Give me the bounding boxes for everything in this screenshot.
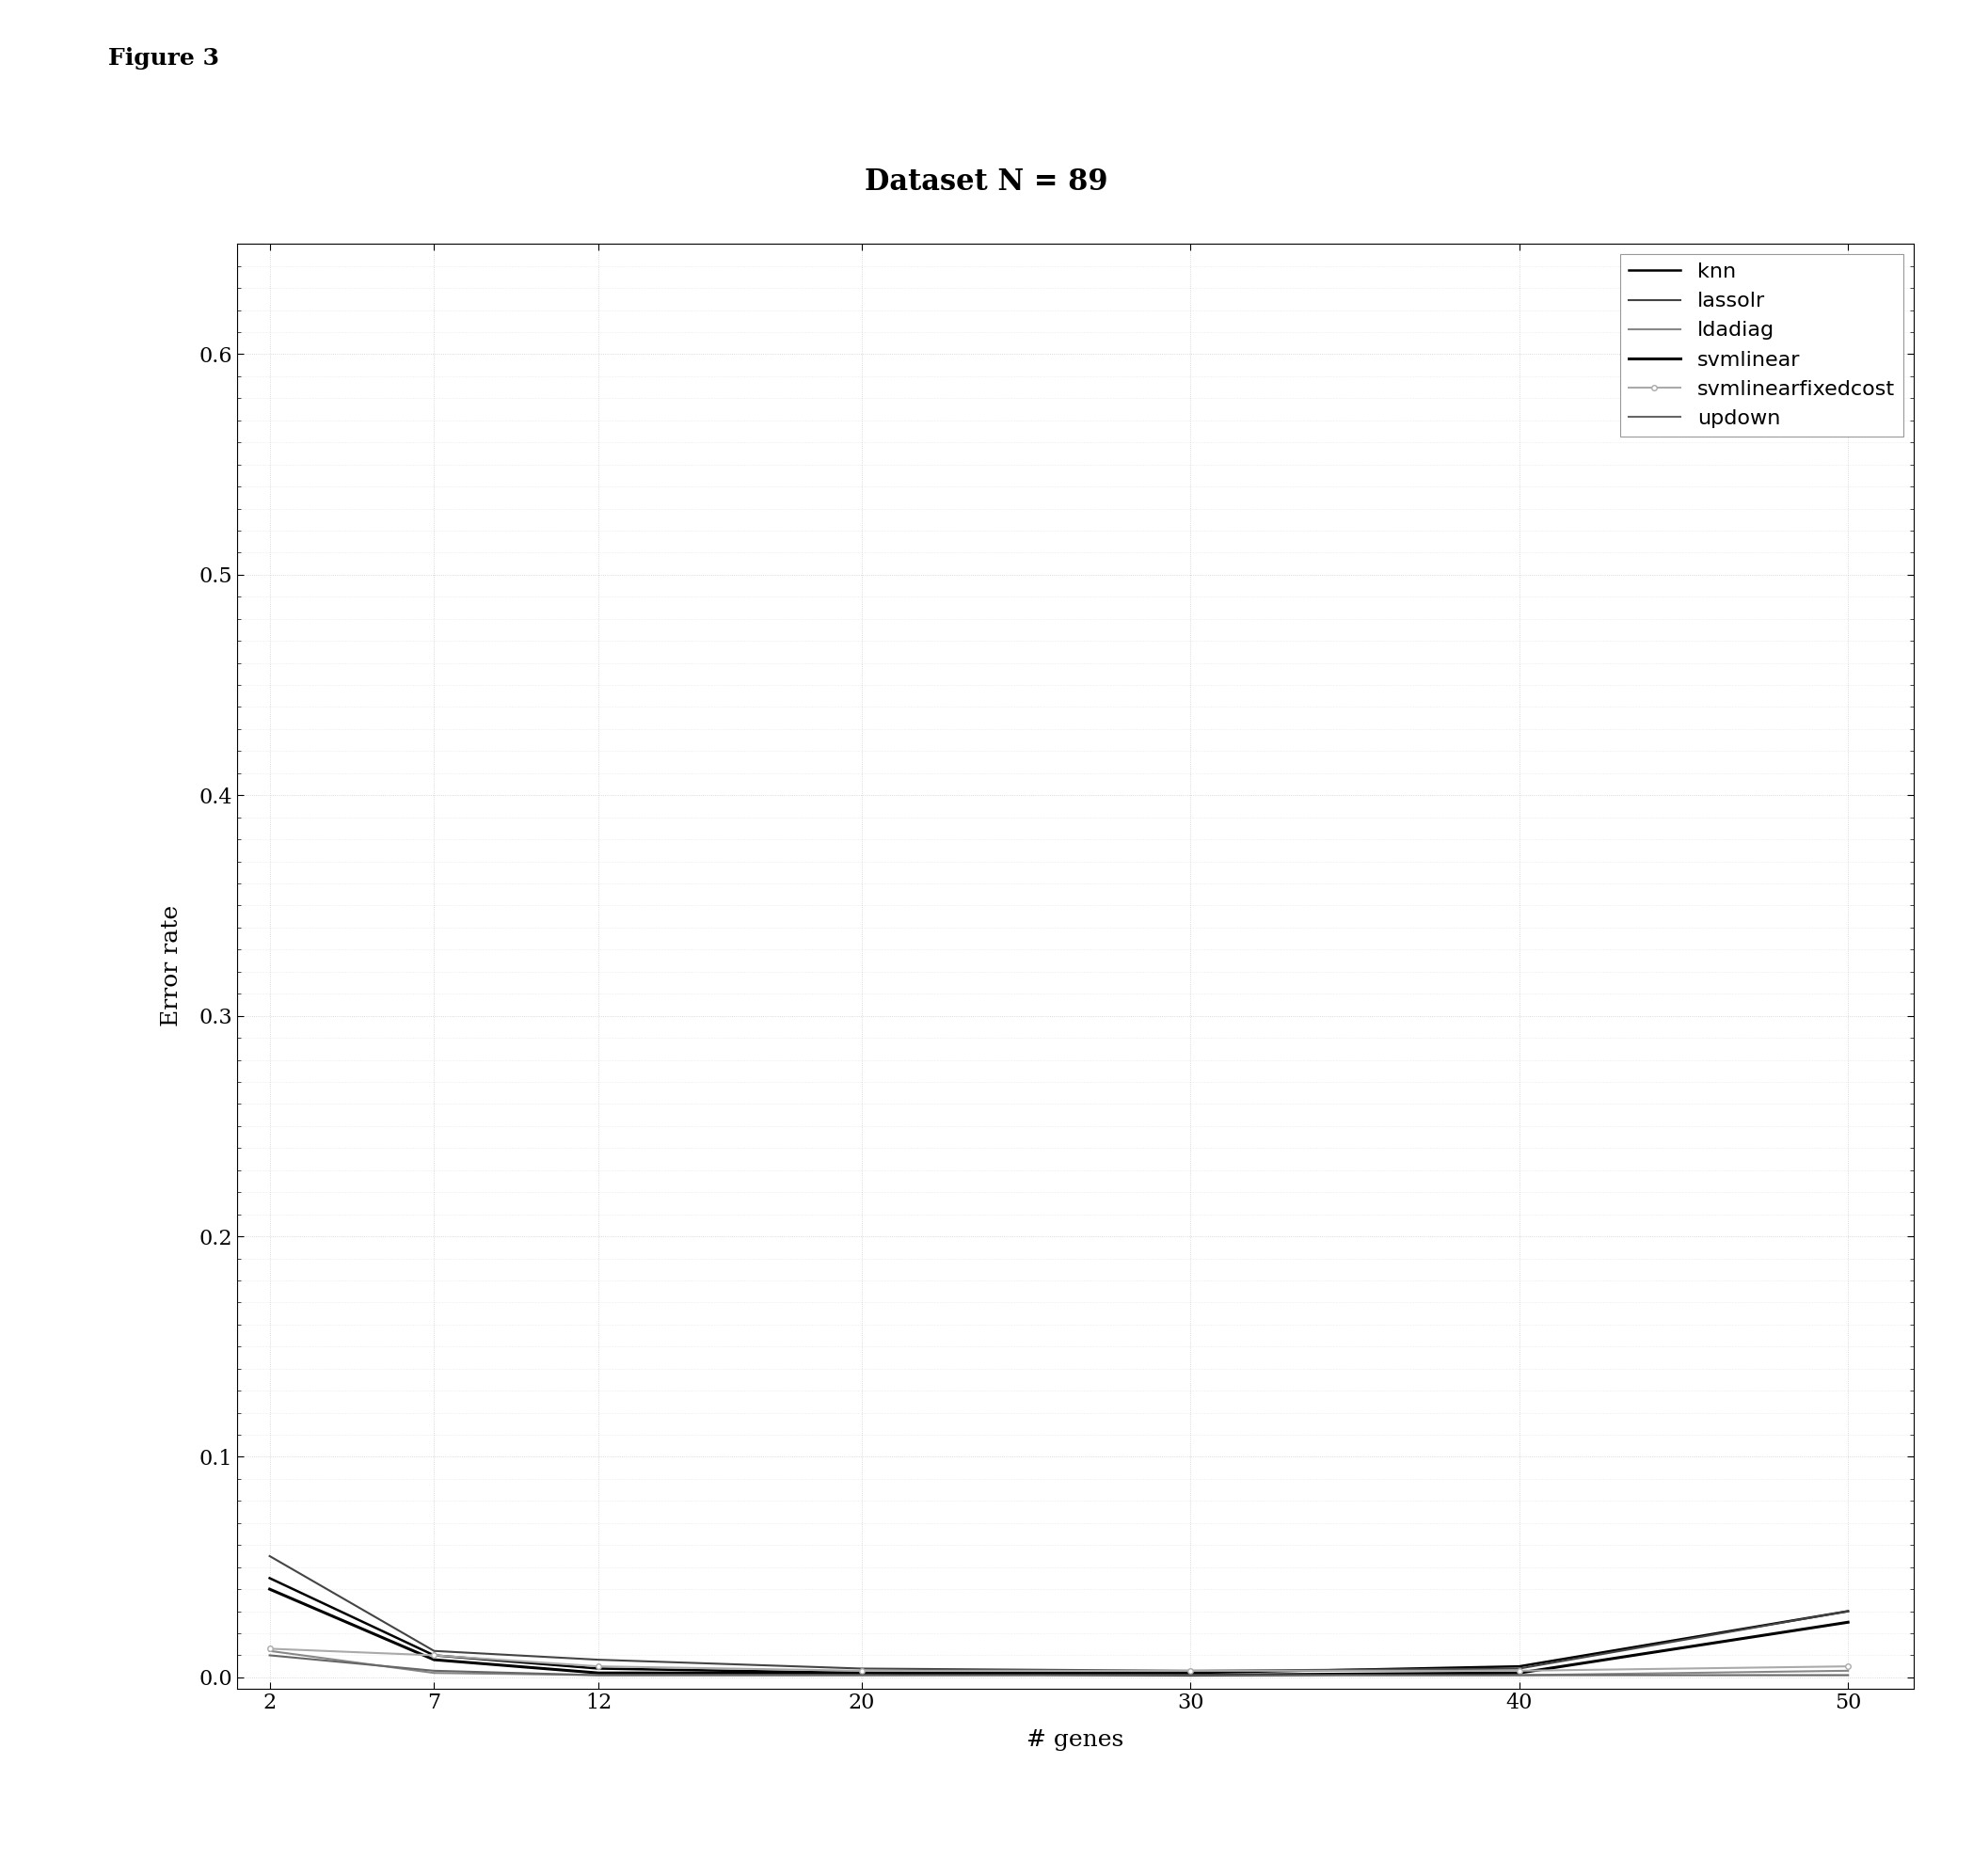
knn (1507, 1655, 1531, 1677)
svmlinearfixedcost (1178, 1660, 1202, 1683)
Legend: knn, lassolr, ldadiag, svmlinear, svmlinearfixedcost, updown: knn, lassolr, ldadiag, svmlinear, svmlin… (1620, 255, 1904, 437)
ldadiag (850, 1664, 874, 1687)
knn (850, 1662, 874, 1685)
Line: lassolr: lassolr (270, 1555, 1849, 1672)
Text: Dataset N = 89: Dataset N = 89 (864, 167, 1109, 197)
svmlinear (422, 1649, 446, 1672)
updown (850, 1664, 874, 1687)
updown (1507, 1664, 1531, 1687)
knn (1837, 1600, 1861, 1623)
updown (422, 1660, 446, 1683)
ldadiag (1837, 1660, 1861, 1683)
Y-axis label: Error rate: Error rate (162, 906, 183, 1026)
knn (422, 1643, 446, 1666)
ldadiag (258, 1640, 282, 1662)
svmlinearfixedcost (1507, 1660, 1531, 1683)
updown (258, 1643, 282, 1666)
lassolr (258, 1544, 282, 1566)
lassolr (422, 1640, 446, 1662)
svmlinearfixedcost (258, 1638, 282, 1660)
updown (586, 1664, 610, 1687)
lassolr (586, 1649, 610, 1672)
knn (258, 1566, 282, 1589)
lassolr (1507, 1657, 1531, 1679)
svmlinear (1178, 1664, 1202, 1687)
svmlinear (586, 1662, 610, 1685)
svmlinearfixedcost (1837, 1655, 1861, 1677)
Line: ldadiag: ldadiag (270, 1651, 1849, 1675)
knn (586, 1657, 610, 1679)
Line: svmlinearfixedcost: svmlinearfixedcost (266, 1645, 1851, 1673)
Line: svmlinear: svmlinear (270, 1589, 1849, 1675)
lassolr (850, 1657, 874, 1679)
Line: updown: updown (270, 1655, 1849, 1675)
ldadiag (422, 1662, 446, 1685)
svmlinear (1507, 1662, 1531, 1685)
updown (1178, 1664, 1202, 1687)
svmlinear (850, 1662, 874, 1685)
ldadiag (1178, 1664, 1202, 1687)
knn (1178, 1662, 1202, 1685)
lassolr (1178, 1660, 1202, 1683)
Text: Figure 3: Figure 3 (109, 47, 219, 69)
ldadiag (1507, 1664, 1531, 1687)
svmlinearfixedcost (850, 1660, 874, 1683)
Line: knn: knn (270, 1578, 1849, 1673)
ldadiag (586, 1664, 610, 1687)
svmlinear (258, 1578, 282, 1600)
svmlinearfixedcost (422, 1643, 446, 1666)
updown (1837, 1664, 1861, 1687)
svmlinear (1837, 1611, 1861, 1634)
lassolr (1837, 1600, 1861, 1623)
svmlinearfixedcost (586, 1655, 610, 1677)
X-axis label: # genes: # genes (1026, 1730, 1125, 1750)
